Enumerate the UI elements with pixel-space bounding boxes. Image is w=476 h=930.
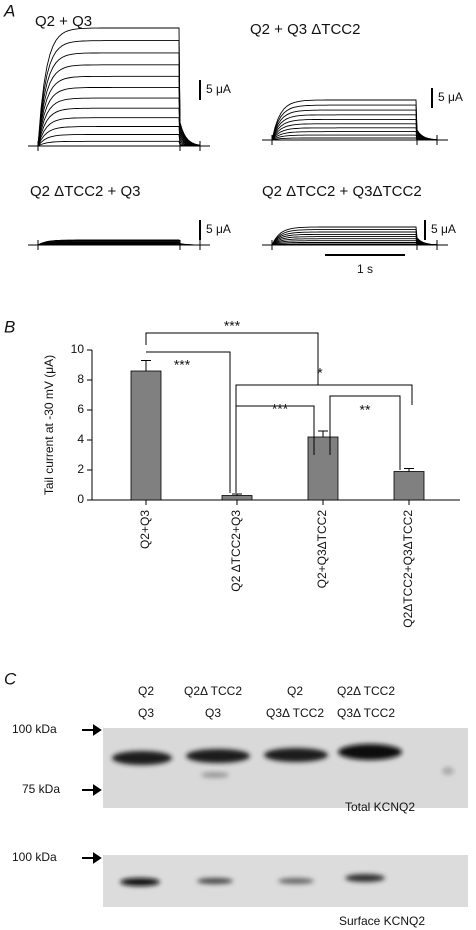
lane-label: Q2 <box>287 684 303 698</box>
current-trace <box>37 64 201 147</box>
time-scale-label: 1 s <box>357 262 373 276</box>
significance-bracket <box>235 384 413 493</box>
current-trace <box>271 99 438 141</box>
significance-bracket <box>235 405 315 493</box>
panel-label: A <box>3 1 15 20</box>
current-trace <box>271 114 438 141</box>
significance-bracket <box>145 332 319 385</box>
bar <box>221 495 253 501</box>
significance-bracket <box>146 351 231 493</box>
lane-label: Q3Δ TCC2 <box>337 706 395 720</box>
blot-total <box>103 728 468 808</box>
trace-title: Q2 + Q3 <box>35 13 92 30</box>
bar-chart: 0 2 4 6 8 10 Tail current at -30 mV (μA) Q2+Q3 Q… <box>42 318 460 628</box>
current-trace <box>37 239 200 246</box>
panel-label: C <box>4 669 17 688</box>
bar <box>307 436 339 501</box>
current-trace <box>271 118 438 141</box>
blot-label: Total KCNQ2 <box>345 800 415 814</box>
bar <box>393 471 425 501</box>
error-bar <box>232 493 242 496</box>
trace-title: Q2 + Q3 ΔTCC2 <box>250 21 360 38</box>
current-traces: Q2 + Q3 5 μA Q2 + Q3 ΔTCC2 5 μA Q2 ΔTCC2 + Q… <box>28 13 463 276</box>
x-tick-label: Q2+Q3ΔTCC2 <box>315 510 329 589</box>
lane-label: Q3Δ TCC2 <box>266 706 324 720</box>
scale-label: 5 μA <box>438 90 463 104</box>
current-trace <box>37 140 200 147</box>
x-tick-label: Q2ΔTCC2+Q3ΔTCC2 <box>401 510 415 628</box>
current-trace <box>271 236 438 246</box>
lane-label: Q2 <box>138 684 154 698</box>
current-trace <box>271 104 438 141</box>
significance-bracket <box>329 395 401 470</box>
error-bar <box>318 430 328 437</box>
significance-label: * <box>317 365 323 381</box>
trace-title: Q2 ΔTCC2 + Q3ΔTCC2 <box>262 183 422 200</box>
current-trace <box>271 109 438 141</box>
scale-label: 5 μA <box>431 222 456 236</box>
current-trace <box>271 229 438 246</box>
bands <box>112 744 454 886</box>
marker-label: 100 kDa <box>12 850 57 864</box>
current-trace <box>271 131 437 141</box>
current-trace <box>271 123 438 141</box>
current-trace <box>271 137 437 141</box>
significance-label: *** <box>272 401 289 417</box>
current-trace <box>37 27 201 147</box>
y-axis-label: Tail current at -30 mV (μA) <box>42 355 56 495</box>
marker-label: 75 kDa <box>22 782 60 796</box>
lane-label: Q3 <box>205 706 221 720</box>
panel-label: B <box>4 317 15 336</box>
marker-label: 100 kDa <box>12 722 57 736</box>
current-trace <box>37 40 201 147</box>
trace-title: Q2 ΔTCC2 + Q3 <box>30 183 140 200</box>
y-tick-label: 6 <box>77 402 84 416</box>
bar <box>130 370 162 501</box>
current-trace <box>271 134 438 141</box>
current-trace <box>37 117 201 147</box>
current-trace <box>271 240 437 246</box>
current-trace <box>271 226 438 246</box>
y-tick-label: 2 <box>77 462 84 476</box>
current-trace <box>271 231 438 246</box>
current-trace <box>271 238 437 246</box>
error-bar <box>404 468 414 472</box>
lane-label: Q2Δ TCC2 <box>184 684 242 698</box>
current-trace <box>37 107 201 147</box>
current-trace <box>37 134 200 147</box>
scale-label: 5 μA <box>206 82 231 96</box>
current-trace <box>37 75 201 147</box>
y-tick-label: 0 <box>77 492 84 506</box>
current-trace <box>37 86 201 147</box>
current-trace <box>37 52 201 147</box>
error-bar <box>141 360 151 371</box>
y-tick-label: 10 <box>71 342 85 356</box>
current-trace <box>271 243 437 246</box>
current-trace <box>271 242 438 246</box>
scale-label: 5 μA <box>206 222 231 236</box>
current-trace <box>37 97 201 147</box>
current-trace <box>37 126 201 147</box>
x-tick-label: Q2+Q3 <box>138 510 152 549</box>
y-tick-label: 4 <box>77 432 84 446</box>
significance-label: *** <box>174 357 191 373</box>
blot-label: Surface KCNQ2 <box>339 914 425 928</box>
current-trace <box>271 233 437 246</box>
lane-label: Q3 <box>138 706 154 720</box>
significance-label: *** <box>224 318 241 334</box>
western-blots: 100 kDa 75 kDa 100 kDa Total KCNQ2 Surfa… <box>12 684 468 928</box>
y-tick-label: 8 <box>77 372 84 386</box>
x-tick-label: Q2 ΔTCC2+Q3 <box>229 510 243 592</box>
lane-label: Q2Δ TCC2 <box>337 684 395 698</box>
current-trace <box>271 127 438 141</box>
significance-label: ** <box>360 402 371 418</box>
